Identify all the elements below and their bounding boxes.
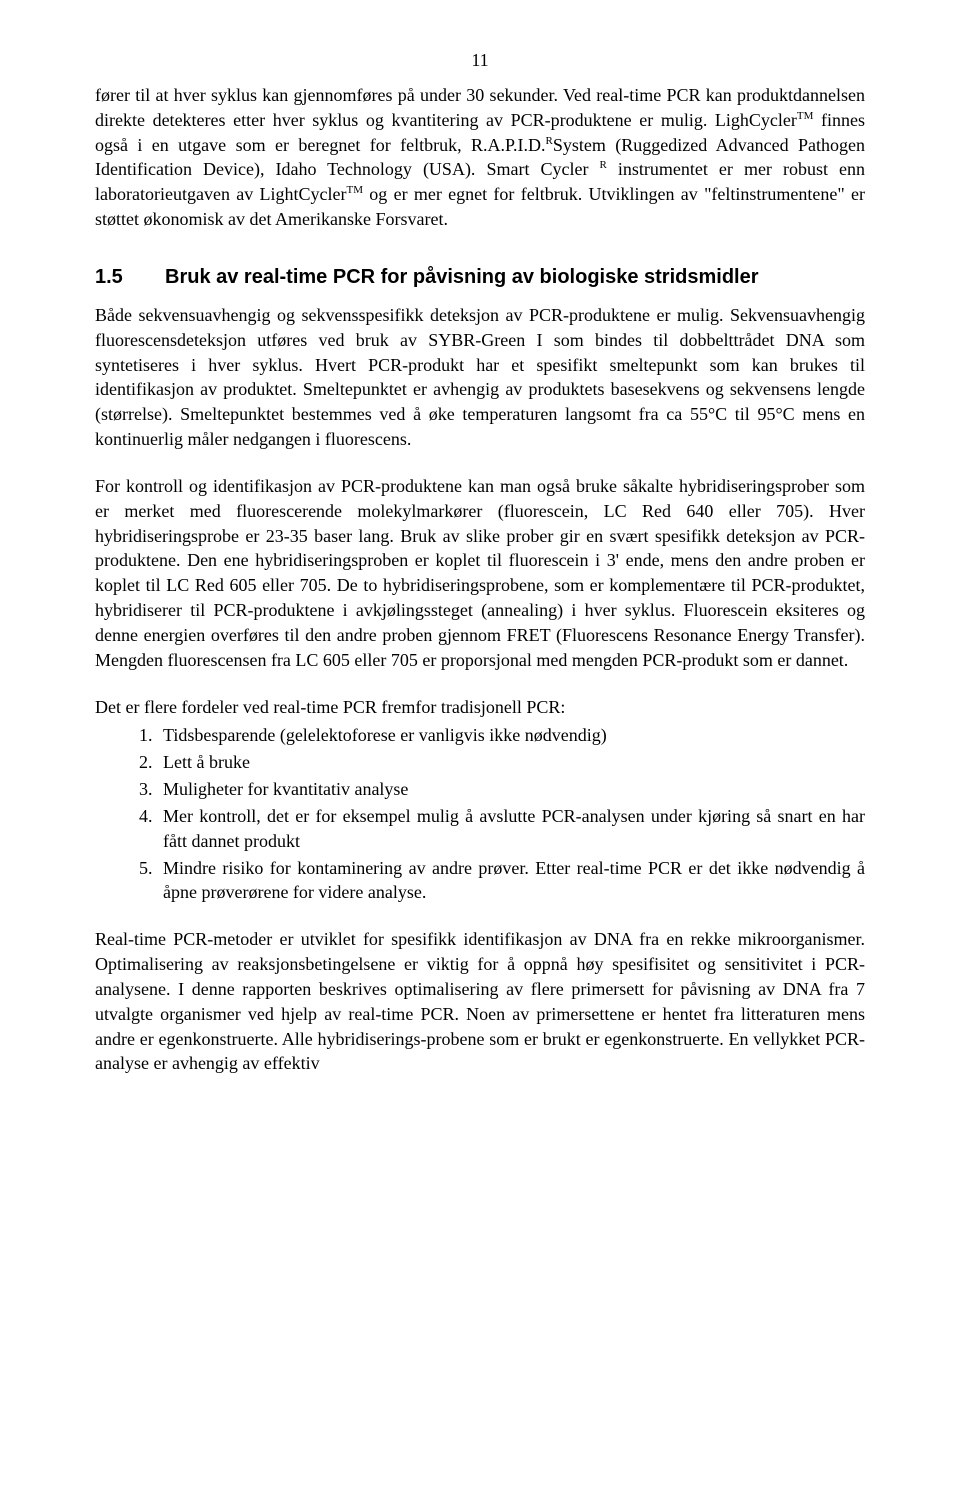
para1-a: fører til at hver syklus kan gjennomføre… bbox=[95, 85, 865, 130]
list-item: Mindre risiko for kontaminering av andre… bbox=[157, 856, 865, 906]
list-item: Tidsbesparende (gelelektoforese er vanli… bbox=[157, 723, 865, 748]
paragraph-1: fører til at hver syklus kan gjennomføre… bbox=[95, 83, 865, 232]
ordered-list: Tidsbesparende (gelelektoforese er vanli… bbox=[95, 723, 865, 905]
superscript-tm-1: TM bbox=[797, 110, 814, 122]
paragraph-4: Real-time PCR-metoder er utviklet for sp… bbox=[95, 927, 865, 1076]
list-item: Mer kontroll, det er for eksempel mulig … bbox=[157, 804, 865, 854]
list-item: Lett å bruke bbox=[157, 750, 865, 775]
page: 11 fører til at hver syklus kan gjennomf… bbox=[0, 0, 960, 1493]
paragraph-2: Både sekvensuavhengig og sekvensspesifik… bbox=[95, 303, 865, 452]
subheading-text: Bruk av real-time PCR for påvisning av b… bbox=[165, 266, 759, 288]
subheading-number: 1.5 bbox=[95, 266, 165, 289]
superscript-r-2: R bbox=[600, 159, 607, 171]
superscript-r-1: R bbox=[546, 135, 553, 147]
paragraph-3: For kontroll og identifikasjon av PCR-pr… bbox=[95, 474, 865, 673]
superscript-tm-2: TM bbox=[347, 184, 364, 196]
page-number: 11 bbox=[95, 50, 865, 71]
subheading-1-5: 1.5Bruk av real-time PCR for påvisning a… bbox=[95, 266, 865, 289]
list-item: Muligheter for kvantitativ analyse bbox=[157, 777, 865, 802]
list-intro: Det er flere fordeler ved real-time PCR … bbox=[95, 695, 865, 720]
